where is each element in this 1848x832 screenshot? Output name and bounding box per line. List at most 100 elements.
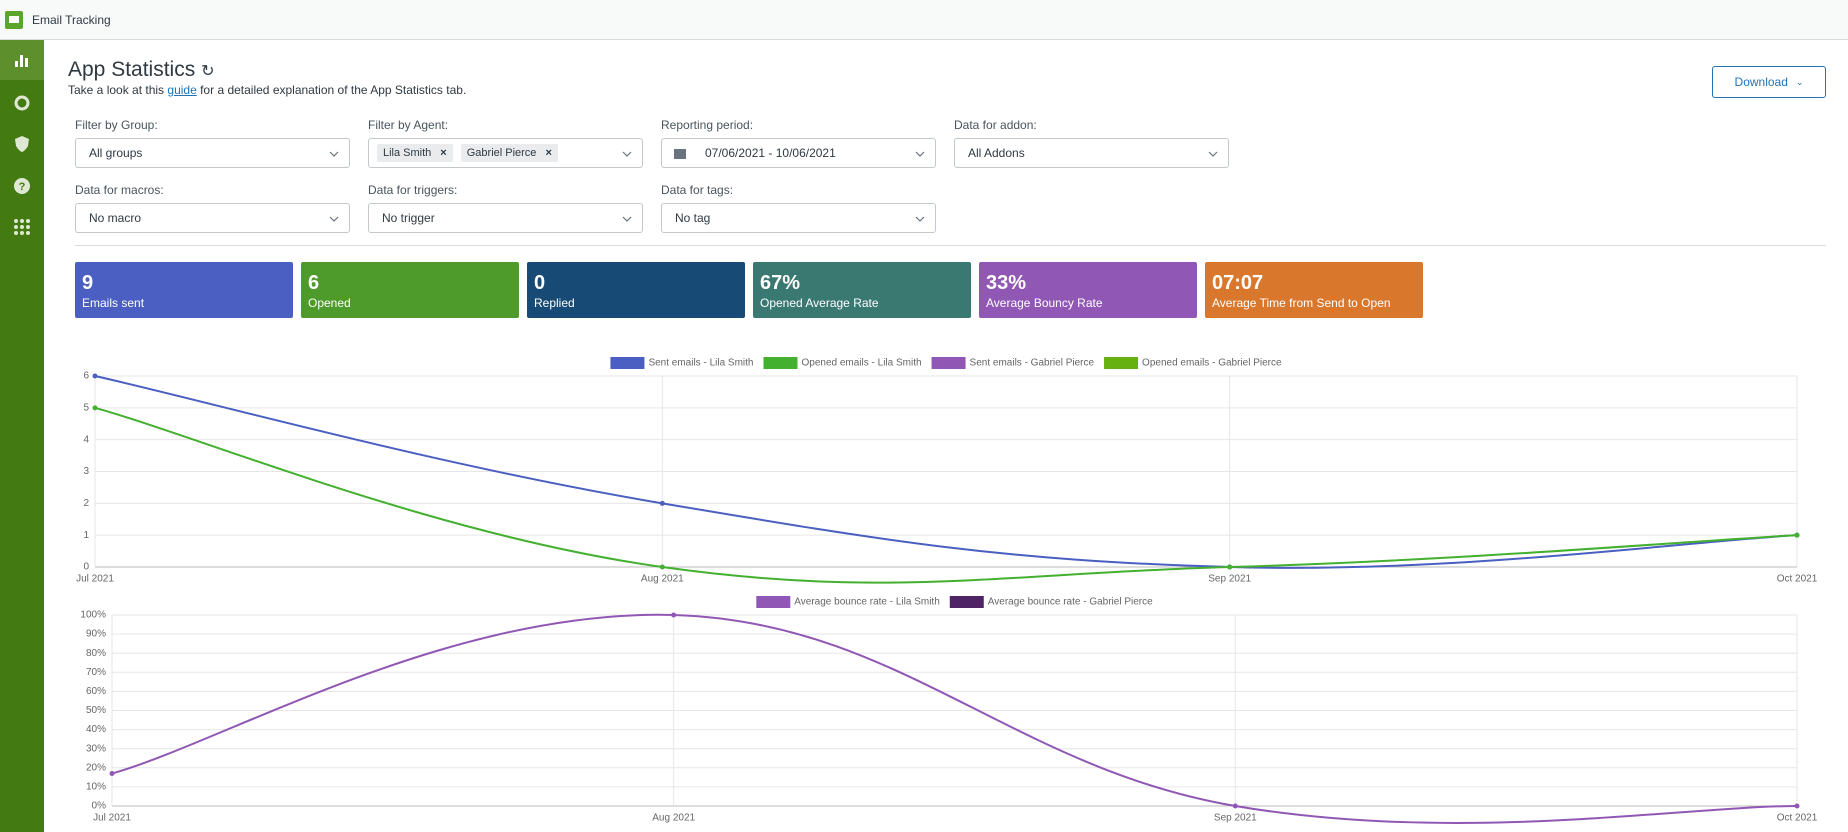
stat-label: Average Bouncy Rate (986, 296, 1103, 310)
stat-label: Replied (534, 296, 575, 310)
filter-select[interactable]: Lila Smith × Gabriel Pierce × (368, 138, 643, 168)
legend-swatch (931, 357, 966, 369)
legend-swatch (756, 596, 791, 608)
nav-apps[interactable] (12, 217, 32, 237)
filter-value: 07/06/2021 - 10/06/2021 (705, 146, 836, 160)
stat-label: Average Time from Send to Open (1212, 296, 1391, 310)
filter-label: Data for macros: (75, 183, 164, 197)
stat-card: 6 Opened (301, 262, 519, 318)
charts: 0 1 2 3 4 5 6 Jul 2021 Aug 2021 Sep 2021 Oct 2021 S… (76, 357, 1818, 824)
svg-text:?: ? (19, 181, 26, 193)
x-tick-label: Oct 2021 (1777, 813, 1818, 824)
filter-select[interactable]: All Addons (954, 138, 1229, 168)
x-tick-label: Jul 2021 (93, 813, 131, 824)
y-tick-label: 40% (86, 724, 106, 735)
filter-label: Filter by Group: (75, 118, 158, 132)
x-tick-label: Oct 2021 (1777, 574, 1818, 585)
title-text: App Statistics (68, 58, 196, 81)
legend-swatch (763, 357, 798, 369)
filter-select[interactable]: No trigger (368, 203, 643, 233)
stat-value: 9 (82, 272, 94, 294)
data-point (1227, 564, 1233, 570)
series-line (94, 406, 1798, 584)
filter-select[interactable]: 07/06/2021 - 10/06/2021 (661, 138, 936, 168)
y-tick-label: 3 (83, 466, 89, 477)
guide-link[interactable]: guide (167, 83, 197, 97)
filter-select[interactable]: No tag (661, 203, 936, 233)
filter-value: No macro (89, 211, 142, 225)
filter-label: Data for tags: (661, 183, 734, 197)
filter-value: No tag (675, 211, 711, 225)
y-tick-label: 4 (83, 434, 89, 445)
data-point (1794, 803, 1800, 809)
filter-label: Data for addon: (954, 118, 1037, 132)
data-point (92, 373, 98, 379)
y-tick-label: 2 (83, 498, 89, 509)
data-point (1232, 803, 1238, 809)
y-tick-label: 60% (86, 686, 106, 697)
stat-value: 33% (986, 272, 1027, 294)
chip-label: Lila Smith (383, 147, 432, 159)
page-title: App Statistics ↻ (68, 58, 214, 82)
legend-label: Sent emails - Gabriel Pierce (970, 358, 1095, 369)
legend-label: Average bounce rate - Lila Smith (794, 597, 939, 608)
y-tick-label: 20% (86, 762, 106, 773)
filter-value: No trigger (382, 211, 435, 225)
y-tick-label: 10% (86, 782, 106, 793)
stat-value: 67% (760, 272, 801, 294)
y-tick-label: 50% (86, 705, 106, 716)
y-tick-label: 0 (83, 562, 89, 573)
data-point (1794, 532, 1800, 538)
data-point (92, 405, 98, 411)
top-bar: Email Tracking (0, 0, 1848, 40)
filter-label: Reporting period: (661, 118, 754, 132)
filter-label: Filter by Agent: (368, 118, 449, 132)
intro-text: Take a look at this (68, 83, 168, 97)
separator (75, 245, 1826, 246)
y-tick-label: 100% (80, 610, 106, 621)
filter-select[interactable]: No macro (75, 203, 350, 233)
nav-security[interactable] (12, 134, 32, 154)
x-tick-label: Sep 2021 (1214, 813, 1257, 824)
stat-card: 07:07 Average Time from Send to Open (1205, 262, 1423, 318)
page-intro: Take a look at this guide for a detailed… (68, 83, 466, 97)
agent-chip: Lila Smith × (377, 144, 453, 162)
nav-help[interactable]: ? (12, 176, 32, 196)
legend-swatch (949, 596, 984, 608)
chip-remove[interactable]: × (545, 147, 552, 159)
legend: Sent emails - Lila Smith Opened emails - … (610, 357, 1282, 369)
nav-statistics[interactable] (0, 40, 44, 80)
download-label: Download (1734, 75, 1788, 89)
filter-select[interactable]: All groups (75, 138, 350, 168)
app-name: Email Tracking (32, 13, 111, 27)
stat-label: Emails sent (82, 296, 145, 310)
stat-card: 33% Average Bouncy Rate (979, 262, 1197, 318)
refresh-icon[interactable]: ↻ (201, 63, 215, 80)
y-tick-label: 90% (86, 629, 106, 640)
stat-value: 07:07 (1212, 272, 1264, 294)
y-tick-label: 6 (83, 371, 89, 382)
y-tick-label: 80% (86, 648, 106, 659)
filter-value: All groups (89, 146, 143, 160)
chip-label: Gabriel Pierce (466, 147, 537, 159)
legend: Average bounce rate - Lila Smith Average … (756, 596, 1153, 608)
stat-card: 0 Replied (527, 262, 745, 318)
download-button[interactable]: Download ⌄ (1712, 66, 1826, 98)
nav-settings[interactable] (12, 93, 32, 113)
data-point (109, 771, 115, 777)
app-logo (5, 11, 23, 29)
y-tick-label: 30% (86, 743, 106, 754)
legend-label: Opened emails - Lila Smith (801, 358, 921, 369)
sidebar: ? (0, 40, 44, 832)
legend-swatch (1104, 357, 1139, 369)
chip-remove[interactable]: × (440, 147, 447, 159)
stat-value: 0 (534, 272, 546, 294)
legend-label: Sent emails - Lila Smith (648, 358, 753, 369)
y-tick-label: 70% (86, 667, 106, 678)
x-tick-label: Jul 2021 (76, 574, 114, 585)
stat-label: Opened Average Rate (760, 296, 879, 310)
data-point (671, 612, 677, 618)
data-point (659, 564, 665, 570)
stat-value: 6 (308, 272, 320, 294)
legend-label: Opened emails - Gabriel Pierce (1142, 358, 1282, 369)
